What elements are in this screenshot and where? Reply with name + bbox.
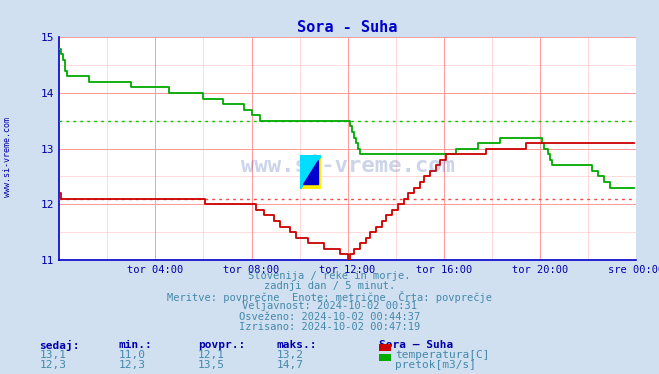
Text: temperatura[C]: temperatura[C] <box>395 350 490 360</box>
Text: 13,5: 13,5 <box>198 360 225 370</box>
Text: 11,0: 11,0 <box>119 350 146 360</box>
Text: Meritve: povprečne  Enote: metrične  Črta: povprečje: Meritve: povprečne Enote: metrične Črta:… <box>167 291 492 303</box>
Text: Izrisano: 2024-10-02 00:47:19: Izrisano: 2024-10-02 00:47:19 <box>239 322 420 332</box>
Text: 12,3: 12,3 <box>40 360 67 370</box>
Text: sedaj:: sedaj: <box>40 340 80 350</box>
Text: 13,1: 13,1 <box>40 350 67 360</box>
Text: zadnji dan / 5 minut.: zadnji dan / 5 minut. <box>264 281 395 291</box>
Text: 12,3: 12,3 <box>119 360 146 370</box>
Text: www.si-vreme.com: www.si-vreme.com <box>3 117 13 197</box>
Text: www.si-vreme.com: www.si-vreme.com <box>241 156 455 177</box>
Text: Osveženo: 2024-10-02 00:44:37: Osveženo: 2024-10-02 00:44:37 <box>239 312 420 322</box>
Polygon shape <box>300 155 321 189</box>
Polygon shape <box>303 160 318 184</box>
Text: 14,7: 14,7 <box>277 360 304 370</box>
Text: min.:: min.: <box>119 340 152 350</box>
Text: Veljavnost: 2024-10-02 00:31: Veljavnost: 2024-10-02 00:31 <box>242 301 417 312</box>
Text: Slovenija / reke in morje.: Slovenija / reke in morje. <box>248 271 411 281</box>
Polygon shape <box>300 155 321 189</box>
Text: 13,2: 13,2 <box>277 350 304 360</box>
Text: Sora – Suha: Sora – Suha <box>379 340 453 350</box>
Polygon shape <box>300 155 321 189</box>
Text: pretok[m3/s]: pretok[m3/s] <box>395 360 476 370</box>
Text: maks.:: maks.: <box>277 340 317 350</box>
Title: Sora - Suha: Sora - Suha <box>297 20 398 35</box>
Text: povpr.:: povpr.: <box>198 340 245 350</box>
Text: 12,1: 12,1 <box>198 350 225 360</box>
